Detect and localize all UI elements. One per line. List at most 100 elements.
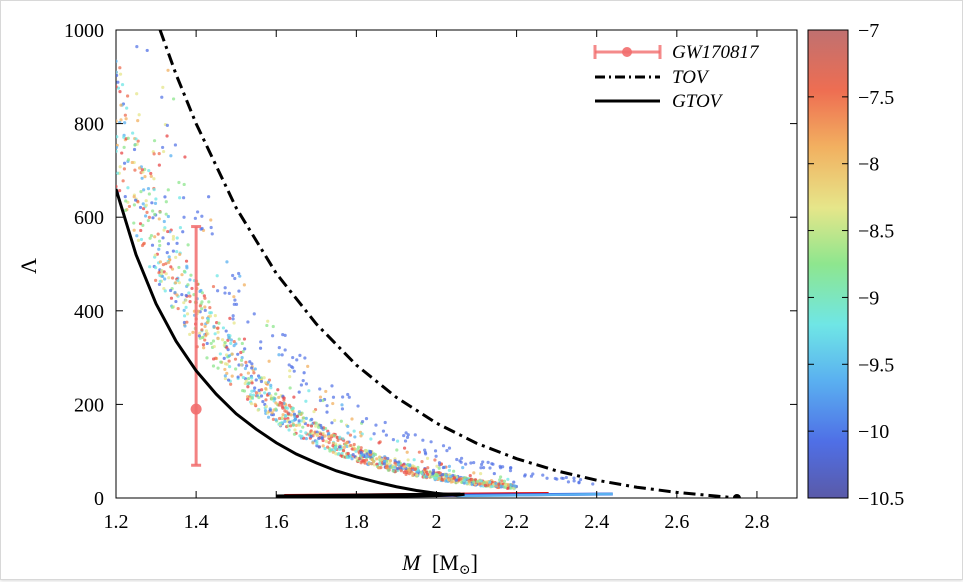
scatter-point (311, 441, 315, 445)
scatter-point (165, 123, 169, 127)
scatter-point (288, 420, 292, 424)
y-tick-label: 600 (74, 207, 104, 229)
scatter-point (158, 243, 162, 248)
scatter-point (269, 386, 273, 390)
scatter-point (416, 468, 420, 472)
scatter-point (289, 364, 293, 369)
scatter-point (478, 479, 483, 483)
scatter-point (328, 438, 332, 442)
scatter-point (469, 461, 473, 465)
scatter-point (138, 222, 143, 226)
scatter-point (346, 451, 350, 456)
scatter-point (239, 350, 243, 355)
scatter-point (169, 288, 173, 293)
x-tick-label: 2 (431, 511, 441, 533)
scatter-point (304, 437, 308, 441)
scatter-point (188, 278, 192, 282)
scatter-point (146, 218, 150, 223)
scatter-point (246, 385, 250, 389)
scatter-point (248, 360, 252, 364)
axes: 1.2 1.4 1.6 1.8 2 2.2 2.4 2.6 2.8 0 200 400 600 800 10… (64, 20, 797, 533)
scatter-point (274, 401, 278, 405)
scatter-point (315, 433, 319, 437)
scatter-point (116, 73, 119, 77)
scatter-point (318, 398, 323, 403)
scatter-point (292, 369, 296, 373)
scatter-point (292, 432, 297, 436)
scatter-point (233, 298, 237, 302)
scatter-point (135, 92, 139, 96)
scatter-point (132, 203, 137, 207)
scatter-point (440, 477, 444, 482)
scatter-point (147, 168, 151, 173)
legend-label-tov: TOV (672, 67, 710, 88)
scatter-point (318, 395, 323, 399)
scatter-point (229, 338, 233, 342)
scatter-point (459, 456, 464, 460)
scatter-point (118, 89, 122, 94)
scatter-point (405, 435, 410, 439)
scatter-point (481, 460, 485, 464)
scatter-point (230, 352, 234, 356)
scatter-point (151, 216, 155, 220)
scatter-point (354, 449, 358, 453)
scatter-point (201, 335, 205, 339)
scatter-point (182, 301, 186, 305)
scatter-point (131, 131, 135, 135)
scatter-point (202, 346, 206, 350)
scatter-point (137, 113, 141, 117)
scatter-point (393, 459, 397, 463)
scatter-point (331, 401, 335, 406)
scatter-point (251, 393, 256, 397)
scatter-point (152, 139, 157, 143)
scatter-point (323, 434, 327, 438)
scatter-point (171, 97, 176, 101)
scatter-point (259, 394, 264, 398)
scatter-point (116, 59, 118, 63)
scatter-point (461, 466, 465, 470)
scatter-point (273, 397, 277, 401)
scatter-point (197, 334, 202, 338)
scatter-point (209, 225, 213, 230)
scatter-point (372, 432, 376, 436)
scatter-point (259, 379, 264, 384)
scatter-point (223, 367, 227, 372)
scatter-point (207, 195, 211, 199)
scatter-point (124, 199, 128, 203)
scatter-point (330, 421, 334, 425)
scatter-point (423, 467, 427, 471)
scatter-point (188, 332, 192, 336)
scatter-point (240, 356, 244, 360)
scatter-point (132, 195, 136, 199)
scatter-point (384, 433, 388, 437)
scatter-point (381, 429, 386, 433)
scatter-point (184, 305, 188, 309)
legend-entry-tov: TOV (595, 67, 710, 88)
scatter-point (264, 398, 268, 402)
scatter-point (500, 479, 504, 483)
scatter-point (186, 283, 190, 287)
scatter-point (175, 236, 179, 240)
scatter-point (242, 283, 246, 287)
scatter-point (148, 236, 152, 240)
scatter-point (347, 395, 351, 399)
x-tick-label: 1.2 (104, 511, 129, 533)
scatter-point (153, 201, 158, 205)
scatter-point (299, 383, 303, 387)
scatter-point (259, 340, 263, 344)
scatter-point (140, 243, 145, 248)
scatter-point (263, 409, 268, 413)
scatter-point (416, 465, 420, 470)
scatter-point (264, 387, 268, 391)
scatter-point (178, 196, 182, 200)
scatter-point (413, 433, 417, 437)
scatter-point (399, 466, 403, 470)
scatter-point (169, 265, 173, 269)
scatter-point (277, 346, 281, 350)
scatter-point (433, 458, 437, 462)
scatter-point (247, 381, 251, 385)
scatter-point (231, 314, 235, 318)
scatter-point (348, 454, 352, 458)
scatter-point (302, 371, 306, 375)
scatter-point (329, 433, 334, 438)
